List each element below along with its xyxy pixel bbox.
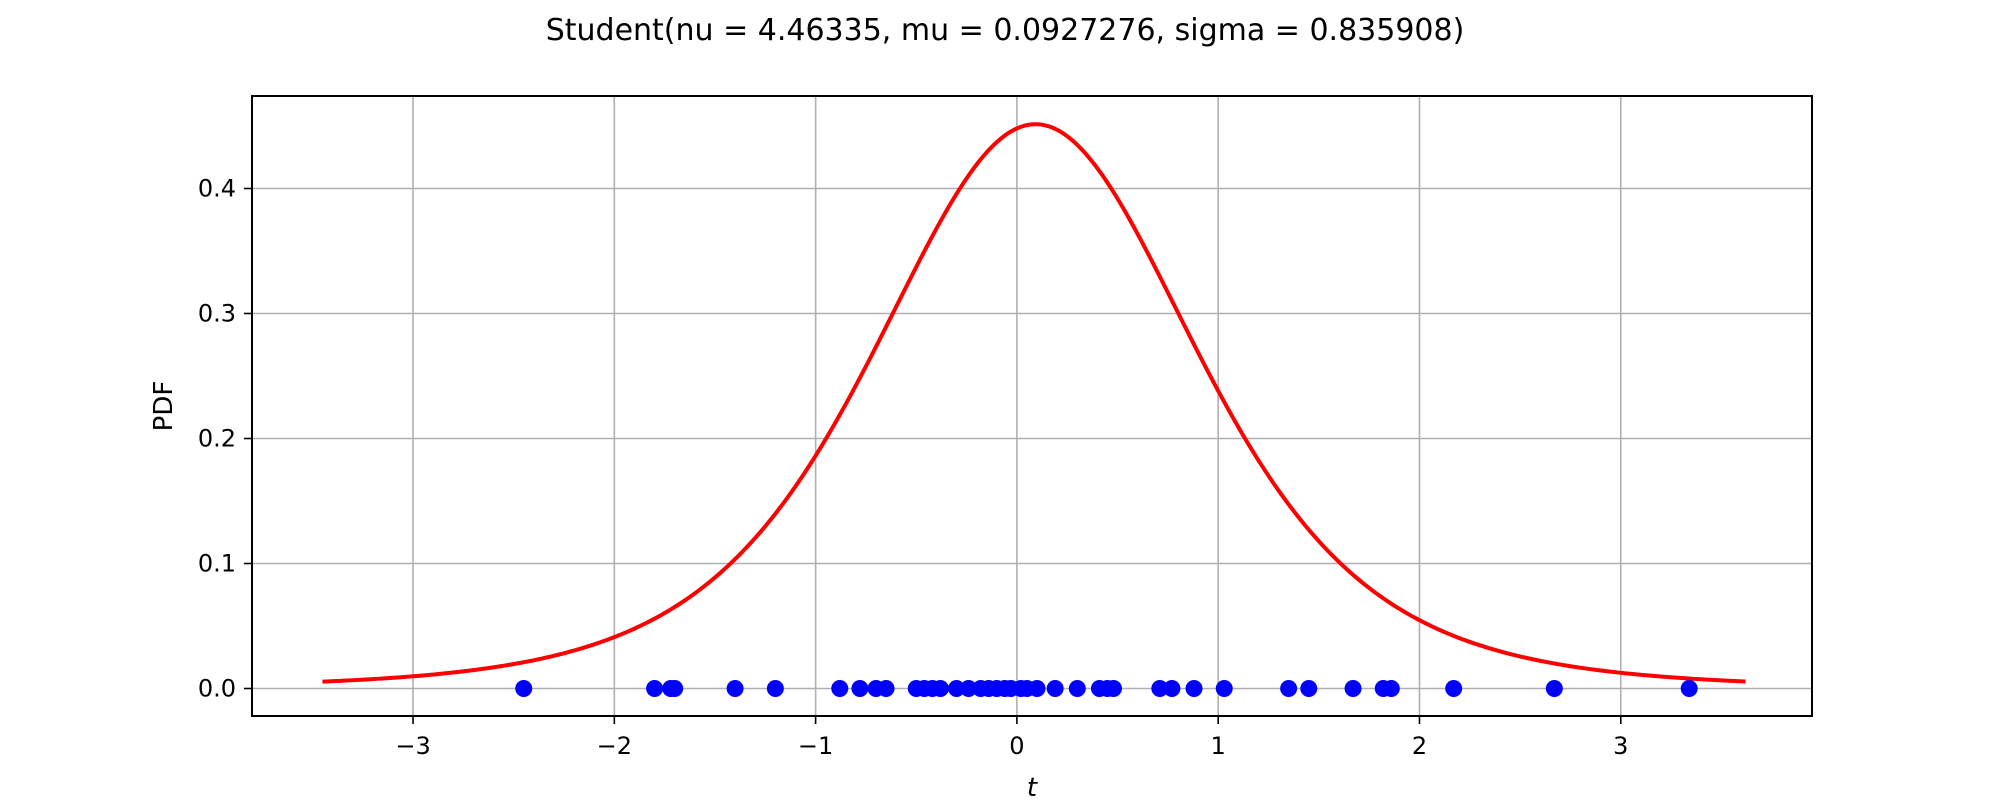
- sample-point: [1545, 680, 1563, 697]
- sample-point: [1280, 680, 1298, 697]
- y-tick-label: 0.2: [198, 425, 236, 453]
- y-axis-label: PDF: [149, 381, 179, 432]
- sample-point: [1445, 680, 1463, 697]
- sample-point: [1382, 680, 1400, 697]
- sample-point: [1163, 680, 1181, 697]
- x-tick-label: 0: [1009, 732, 1024, 760]
- sample-point: [1680, 680, 1698, 697]
- sample-point: [1068, 680, 1086, 697]
- y-tick-label: 0.3: [198, 300, 236, 328]
- sample-point: [1300, 680, 1318, 697]
- sample-point: [851, 680, 869, 697]
- grid: [252, 96, 1812, 716]
- sample-point: [877, 680, 895, 697]
- sample-point: [766, 680, 784, 697]
- chart-title: Student(nu = 4.46335, mu = 0.0927276, si…: [546, 13, 1465, 48]
- tick-layer: −3 −2 −1 0 1 2 3 0.0 0.1 0.2 0.3 0.4: [198, 175, 1629, 761]
- y-tick-label: 0.1: [198, 550, 236, 578]
- sample-point: [1028, 680, 1046, 697]
- sample-point: [948, 680, 966, 697]
- sample-point: [515, 680, 533, 697]
- sample-point: [1185, 680, 1203, 697]
- sample-point: [1215, 680, 1233, 697]
- y-tick-label: 0.4: [198, 175, 236, 203]
- axes-frame: [251, 95, 1813, 717]
- x-tick-label: 3: [1613, 732, 1628, 760]
- sample-point: [960, 680, 978, 697]
- sample-point: [1344, 680, 1362, 697]
- x-tick-label: 1: [1211, 732, 1226, 760]
- pdf-curve: [322, 122, 1746, 684]
- x-tick-label: −2: [597, 732, 632, 760]
- y-tick-label: 0.0: [198, 675, 236, 703]
- x-axis-label: t: [1027, 773, 1038, 800]
- sample-point: [1046, 680, 1064, 697]
- sample-point: [666, 680, 684, 697]
- sample-point: [831, 680, 849, 697]
- sample-point: [1105, 680, 1123, 697]
- x-tick-label: 2: [1412, 732, 1427, 760]
- x-tick-label: −3: [395, 732, 430, 760]
- sample-point: [646, 680, 664, 697]
- x-tick-label: −1: [798, 732, 833, 760]
- sample-point: [1151, 680, 1169, 697]
- plot-area: [322, 122, 1746, 697]
- sample-point: [931, 680, 949, 697]
- sample-point: [726, 680, 744, 697]
